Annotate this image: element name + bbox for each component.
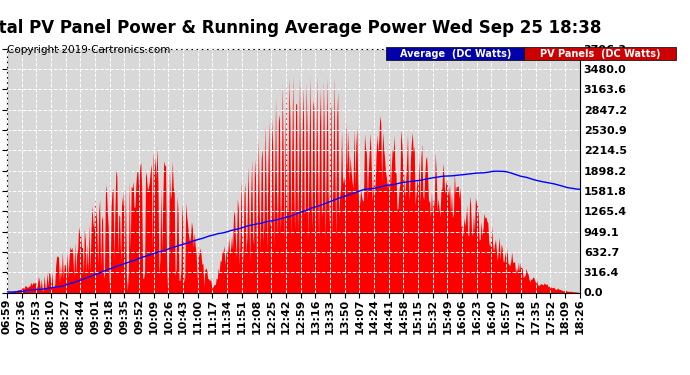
Text: Total PV Panel Power & Running Average Power Wed Sep 25 18:38: Total PV Panel Power & Running Average P…: [0, 19, 602, 37]
Text: PV Panels  (DC Watts): PV Panels (DC Watts): [540, 49, 660, 58]
Text: Average  (DC Watts): Average (DC Watts): [400, 49, 511, 58]
Text: Copyright 2019 Cartronics.com: Copyright 2019 Cartronics.com: [7, 45, 170, 55]
